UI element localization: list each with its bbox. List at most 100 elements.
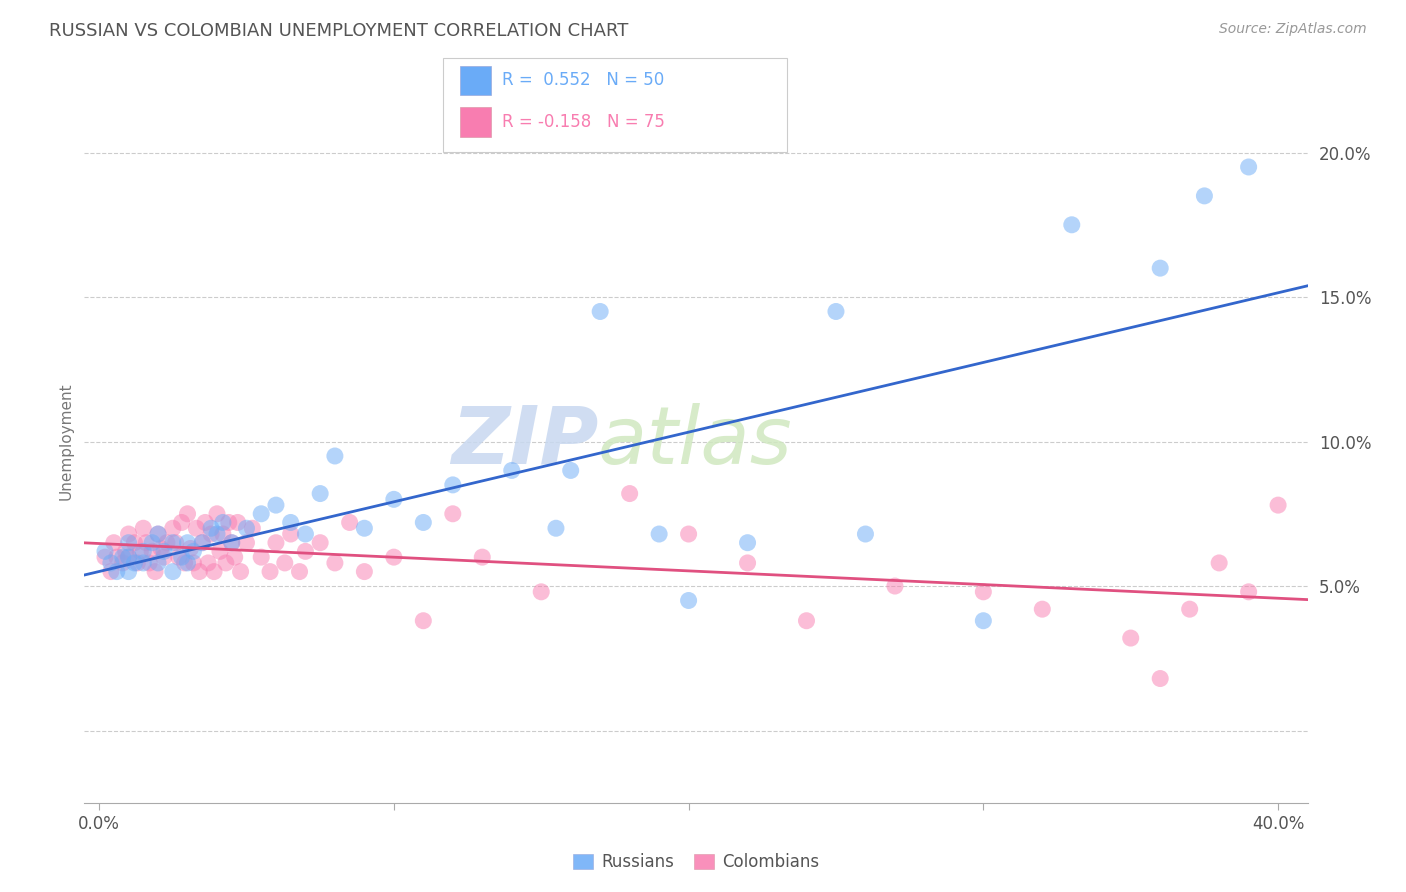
Point [825, 304, 848, 318]
Point [412, 516, 434, 530]
Point [441, 478, 464, 492]
Point [288, 565, 311, 579]
Point [264, 498, 287, 512]
Point [100, 565, 122, 579]
Point [737, 556, 759, 570]
Point [250, 507, 273, 521]
Point [259, 565, 281, 579]
Point [226, 516, 249, 530]
Point [229, 565, 252, 579]
Point [1149, 672, 1171, 686]
Point [127, 556, 149, 570]
Point [212, 516, 235, 530]
Point [294, 544, 316, 558]
Point [197, 556, 219, 570]
Point [114, 544, 136, 558]
Point [240, 521, 263, 535]
Point [124, 556, 146, 570]
Point [132, 521, 155, 535]
Point [200, 527, 222, 541]
Point [235, 521, 257, 535]
Y-axis label: Unemployment: Unemployment [58, 383, 73, 500]
Point [205, 527, 228, 541]
Point [1060, 218, 1083, 232]
Point [280, 516, 302, 530]
Point [191, 535, 214, 549]
Point [117, 535, 139, 549]
Point [972, 614, 994, 628]
Point [218, 516, 240, 530]
Point [150, 541, 173, 556]
Point [339, 516, 361, 530]
Point [176, 535, 198, 549]
Point [619, 486, 641, 500]
Point [170, 550, 193, 565]
Legend: Russians, Colombians: Russians, Colombians [567, 847, 825, 878]
Point [162, 521, 184, 535]
Point [111, 550, 134, 565]
Point [1031, 602, 1053, 616]
Point [117, 565, 139, 579]
Point [141, 544, 163, 558]
Point [589, 304, 612, 318]
Point [1149, 261, 1171, 276]
Point [132, 544, 155, 558]
Point [146, 556, 169, 570]
Point [153, 550, 176, 565]
Point [111, 556, 134, 570]
Point [323, 556, 346, 570]
Point [274, 556, 297, 570]
Point [200, 521, 222, 535]
Point [353, 565, 375, 579]
Point [208, 544, 231, 558]
Point [173, 556, 195, 570]
Point [309, 535, 332, 549]
Point [294, 527, 316, 541]
Point [129, 544, 152, 558]
Point [1237, 160, 1260, 174]
Point [501, 463, 523, 477]
Point [250, 550, 273, 565]
Point [176, 556, 198, 570]
Point [186, 521, 208, 535]
Point [117, 550, 139, 565]
Point [382, 550, 405, 565]
Text: ZIP: ZIP [451, 402, 598, 481]
Point [94, 550, 117, 565]
Point [183, 544, 205, 558]
Point [100, 556, 122, 570]
Point [188, 565, 211, 579]
Point [124, 535, 146, 549]
Point [221, 535, 243, 549]
Point [221, 535, 243, 549]
Point [132, 556, 155, 570]
Point [471, 550, 494, 565]
Point [972, 584, 994, 599]
Point [560, 463, 582, 477]
Point [1267, 498, 1289, 512]
Point [183, 556, 205, 570]
Point [737, 535, 759, 549]
Point [138, 556, 160, 570]
Point [135, 535, 157, 549]
Point [191, 535, 214, 549]
Point [1208, 556, 1230, 570]
Point [353, 521, 375, 535]
Text: Source: ZipAtlas.com: Source: ZipAtlas.com [1219, 22, 1367, 37]
Point [215, 556, 238, 570]
Point [1194, 189, 1216, 203]
Point [94, 544, 117, 558]
Point [153, 544, 176, 558]
Point [117, 527, 139, 541]
Point [103, 535, 125, 549]
Point [167, 550, 190, 565]
Point [412, 614, 434, 628]
Text: RUSSIAN VS COLOMBIAN UNEMPLOYMENT CORRELATION CHART: RUSSIAN VS COLOMBIAN UNEMPLOYMENT CORREL… [49, 22, 628, 40]
Point [202, 565, 225, 579]
Point [224, 550, 246, 565]
Point [162, 565, 184, 579]
Point [678, 593, 700, 607]
Point [648, 527, 671, 541]
Point [530, 584, 553, 599]
Point [146, 527, 169, 541]
